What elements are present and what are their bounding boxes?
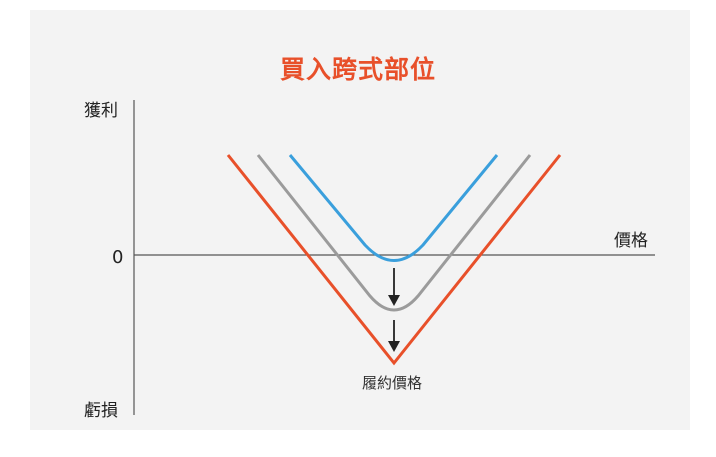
loss-label: 虧損 [84, 401, 118, 421]
zero-label: 0 [112, 247, 124, 268]
expiry-payoff-line [226, 154, 562, 366]
intermediate-payoff-curve [256, 154, 532, 312]
price-label: 價格 [614, 231, 648, 251]
early-payoff-curve [288, 154, 499, 262]
down-arrow-icon [388, 320, 400, 352]
diagram-panel [30, 10, 690, 430]
profit-label: 獲利 [84, 101, 118, 121]
strike-price-label: 履約價格 [362, 374, 423, 392]
diagram-title: 買入跨式部位 [279, 55, 436, 84]
down-arrow-icon [388, 268, 400, 306]
